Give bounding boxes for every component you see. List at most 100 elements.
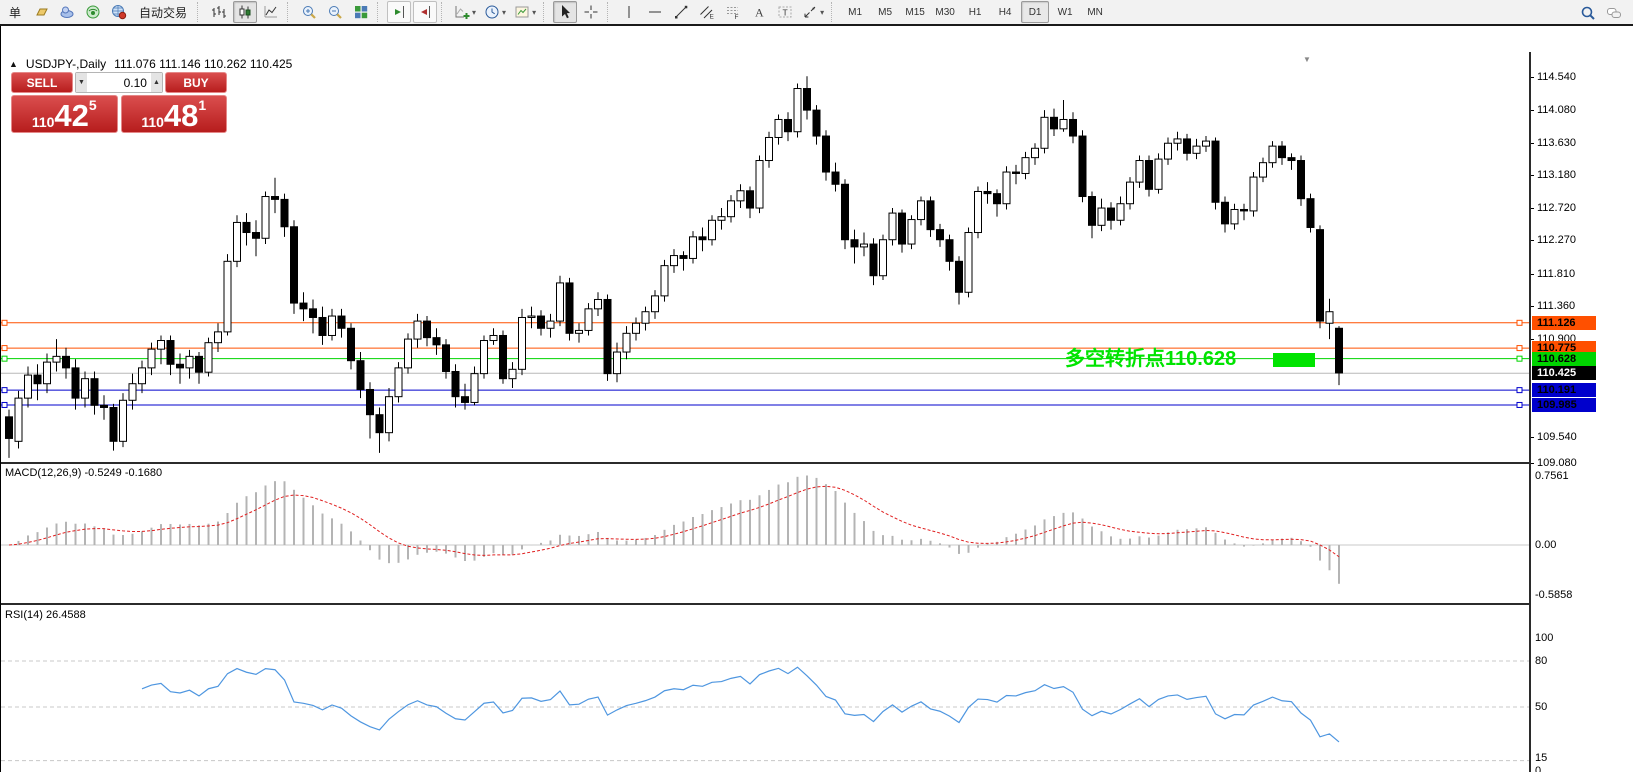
line-chart-icon xyxy=(264,6,278,18)
buy-button[interactable]: BUY xyxy=(165,72,227,93)
buy-price-button[interactable]: 110 48 1 xyxy=(120,95,227,133)
timeframe-button-d1[interactable]: D1 xyxy=(1021,1,1050,23)
zoom-in-button[interactable] xyxy=(297,1,321,23)
macd-scale-label: -0.5858 xyxy=(1535,589,1573,601)
macd-scale-label: 0.00 xyxy=(1535,539,1557,551)
periods-icon xyxy=(485,5,499,19)
macd-histogram xyxy=(17,475,1340,584)
text-button[interactable]: A xyxy=(747,1,771,23)
fibonacci-button[interactable]: F xyxy=(721,1,745,23)
vertical-line-icon xyxy=(628,6,630,18)
timeframe-button-m30[interactable]: M30 xyxy=(935,6,955,18)
bar-chart-icon xyxy=(212,6,227,18)
toolbar-separator xyxy=(287,2,293,22)
buy-price-main: 48 xyxy=(163,97,199,133)
hline-price-label[interactable]: 110.191 xyxy=(1532,383,1596,398)
macd-panel-canvas[interactable] xyxy=(1,464,1529,603)
tile-windows-icon xyxy=(355,6,368,19)
toolbar-separator xyxy=(377,2,383,22)
line-chart-button[interactable] xyxy=(259,1,283,23)
dropdown-arrow-icon[interactable]: ▾ xyxy=(502,7,507,17)
hline-price-label[interactable]: 110.628 xyxy=(1532,351,1596,366)
auto-scroll-button[interactable] xyxy=(387,1,412,23)
bar-chart-button[interactable] xyxy=(207,1,231,23)
horizontal-line-icon xyxy=(649,11,662,13)
macd-signal-line xyxy=(8,485,1340,558)
cursor-icon xyxy=(562,5,571,19)
timeframe-button-h4[interactable]: H4 xyxy=(998,6,1012,18)
timeframe-button-m1[interactable]: M1 xyxy=(848,6,863,18)
price-tick-label: 111.360 xyxy=(1537,299,1576,312)
search-button[interactable] xyxy=(1576,2,1600,24)
price-tick-mark xyxy=(1529,240,1534,242)
hline-price-label[interactable]: 110.775 xyxy=(1532,341,1596,356)
dropdown-arrow-icon[interactable]: ▾ xyxy=(472,7,477,17)
sell-price-button[interactable]: 110 42 5 xyxy=(11,95,118,133)
timeframe-button-m15[interactable]: M15 xyxy=(905,6,925,18)
sell-price-sup: 5 xyxy=(88,97,97,113)
timeframe-button-h1[interactable]: H1 xyxy=(968,6,982,18)
chart-window: ▲ USDJPY-,Daily 111.076 111.146 110.262 … xyxy=(0,26,1633,772)
zoom-out-button[interactable] xyxy=(323,1,347,23)
dropdown-arrow-icon[interactable]: ▾ xyxy=(532,7,537,17)
volume-increase-button[interactable]: ▲ xyxy=(150,73,162,92)
price-tick-label: 109.540 xyxy=(1537,431,1577,443)
rsi-scale-label: 0 xyxy=(1535,765,1542,772)
chart-scroll-marker-icon[interactable]: ▼ xyxy=(1303,55,1311,64)
equidistant-channel-button[interactable]: E xyxy=(695,1,719,23)
text-label-icon: T xyxy=(778,6,792,18)
market-watch-icon[interactable] xyxy=(55,1,79,23)
autotrading-globe-icon[interactable] xyxy=(107,1,131,23)
trendline-button[interactable] xyxy=(669,1,693,23)
periods-button[interactable]: ▾ xyxy=(481,1,509,23)
volume-decrease-button[interactable]: ▼ xyxy=(76,73,88,92)
dropdown-arrow-icon[interactable]: ▾ xyxy=(820,7,825,17)
equidistant-channel-icon: E xyxy=(700,6,715,20)
chart-title-row: ▲ USDJPY-,Daily 111.076 111.146 110.262 … xyxy=(9,57,292,71)
price-tick-label: 113.180 xyxy=(1537,168,1576,181)
chat-icon xyxy=(1607,8,1621,18)
scale-border xyxy=(1529,52,1531,772)
price-tick-mark xyxy=(1529,174,1534,176)
crosshair-button[interactable] xyxy=(579,1,603,23)
candlestick-chart-button[interactable] xyxy=(233,1,258,23)
volume-input[interactable] xyxy=(87,73,151,92)
toolbar-right-group xyxy=(1575,2,1627,24)
indicators-button[interactable]: ▾ xyxy=(451,1,479,23)
arrows-button[interactable]: ▾ xyxy=(799,1,827,23)
chat-button[interactable] xyxy=(1602,2,1626,24)
indicators-icon xyxy=(455,6,470,19)
cursor-button[interactable] xyxy=(553,1,578,23)
collapse-icon[interactable]: ▲ xyxy=(9,59,18,69)
templates-button[interactable]: ▾ xyxy=(511,1,539,23)
main-chart-canvas[interactable] xyxy=(1,54,1529,462)
pivot-annotation-text[interactable]: 多空转折点110.628 xyxy=(1065,348,1237,370)
hline-price-label[interactable]: 111.126 xyxy=(1532,315,1596,330)
arrows-icon xyxy=(804,6,816,18)
candlestick-chart-icon xyxy=(239,5,251,19)
price-tick-mark xyxy=(1529,339,1534,341)
signals-icon[interactable] xyxy=(81,1,105,23)
sell-button[interactable]: SELL xyxy=(11,72,73,93)
new-order-icon[interactable] xyxy=(29,1,53,23)
buy-price-sup: 1 xyxy=(198,97,207,113)
tile-windows-button[interactable] xyxy=(349,1,373,23)
timeframe-button-mn[interactable]: MN xyxy=(1087,6,1103,18)
timeframe-button-w1[interactable]: W1 xyxy=(1057,6,1073,18)
vertical-line-button[interactable] xyxy=(617,1,641,23)
text-label-button[interactable]: T xyxy=(773,1,797,23)
toolbar-separator xyxy=(197,2,203,22)
rsi-panel-canvas[interactable] xyxy=(1,605,1529,772)
horizontal-line-button[interactable] xyxy=(643,1,667,23)
chart-shift-button[interactable] xyxy=(413,1,438,23)
new-order-icon-icon xyxy=(36,8,48,16)
main-macd-separator[interactable] xyxy=(1,462,1531,464)
macd-rsi-separator[interactable] xyxy=(1,603,1531,605)
toolbar-separator xyxy=(543,2,549,22)
hline-price-label[interactable]: 109.985 xyxy=(1532,397,1596,412)
price-tick-label: 113.630 xyxy=(1537,136,1576,149)
price-tick-label: 114.080 xyxy=(1537,104,1576,117)
timeframe-button-m5[interactable]: M5 xyxy=(878,6,893,18)
autotrading-button[interactable]: 自动交易 xyxy=(133,1,193,23)
rsi-scale-label: 50 xyxy=(1535,701,1548,713)
